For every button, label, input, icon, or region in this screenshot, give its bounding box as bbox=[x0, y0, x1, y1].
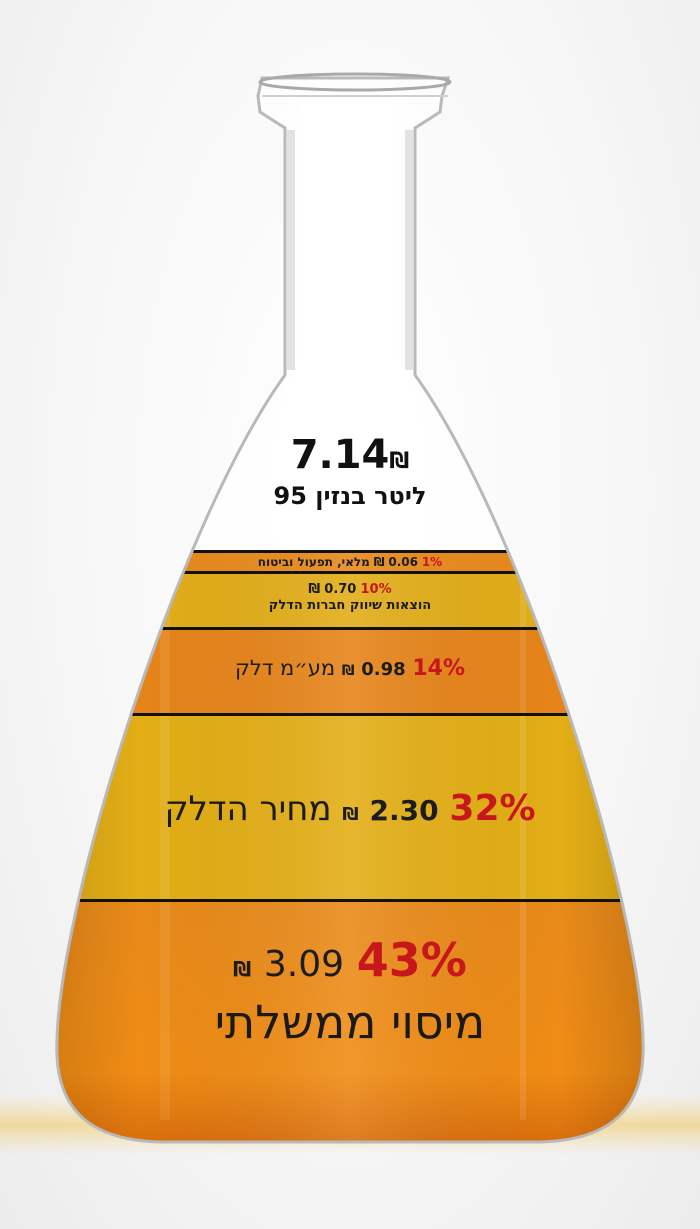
flask-rim bbox=[258, 72, 452, 92]
segment-amount: 3.09 bbox=[263, 944, 345, 985]
segment-text: מלאי, תפעול וביטוח bbox=[257, 555, 370, 569]
currency-symbol: ₪ bbox=[342, 804, 359, 825]
currency-symbol: ₪ bbox=[373, 555, 385, 569]
currency-symbol: ₪ bbox=[308, 582, 321, 597]
total-price: 7.14₪ bbox=[250, 432, 450, 478]
divider-line bbox=[56, 713, 644, 716]
currency-symbol: ₪ bbox=[341, 663, 355, 679]
segment-label-2: 10% 0.70 ₪ הוצאות שיווק חברות הדלק bbox=[200, 582, 500, 614]
segment-percent: 43% bbox=[356, 933, 467, 987]
divider-line bbox=[56, 899, 644, 902]
segment-text: מע״מ דלק bbox=[234, 656, 336, 680]
divider-line bbox=[56, 627, 644, 630]
segment-percent: 1% bbox=[421, 555, 443, 569]
segment-text: הוצאות שיווק חברות הדלק bbox=[268, 598, 432, 613]
segment-label-1: 1% 0.06 ₪ מלאי, תפעול וביטוח bbox=[210, 555, 490, 569]
currency-symbol: ₪ bbox=[233, 957, 252, 981]
segment-text: מיסוי ממשלתי bbox=[214, 995, 486, 1049]
segment-amount: 0.06 bbox=[388, 555, 418, 569]
product-label: ליטר בנזין 95 bbox=[273, 482, 427, 510]
segment-text: מחיר הדלק bbox=[164, 789, 332, 829]
segment-label-4: 32% 2.30 ₪ מחיר הדלק bbox=[120, 788, 580, 829]
segment-label-3: 14% 0.98 ₪ מע״מ דלק bbox=[170, 656, 530, 681]
segment-amount: 0.70 bbox=[324, 582, 357, 597]
total-price-amount: 7.14 bbox=[290, 432, 390, 478]
segment-percent: 32% bbox=[449, 788, 536, 829]
segment-value-row: 10% 0.70 ₪ bbox=[200, 582, 500, 598]
segment-percent: 10% bbox=[360, 582, 392, 597]
divider-line bbox=[56, 550, 644, 553]
divider-line bbox=[56, 571, 644, 574]
segment-value-row: 43% 3.09 ₪ bbox=[100, 935, 600, 994]
segment-amount: 0.98 bbox=[361, 659, 406, 680]
segment-percent: 14% bbox=[412, 656, 465, 681]
flask-outline bbox=[55, 76, 645, 1144]
segment-label-5: 43% 3.09 ₪ מיסוי ממשלתי bbox=[100, 935, 600, 1050]
total-currency-symbol: ₪ bbox=[389, 449, 410, 474]
segment-amount: 2.30 bbox=[369, 794, 439, 827]
